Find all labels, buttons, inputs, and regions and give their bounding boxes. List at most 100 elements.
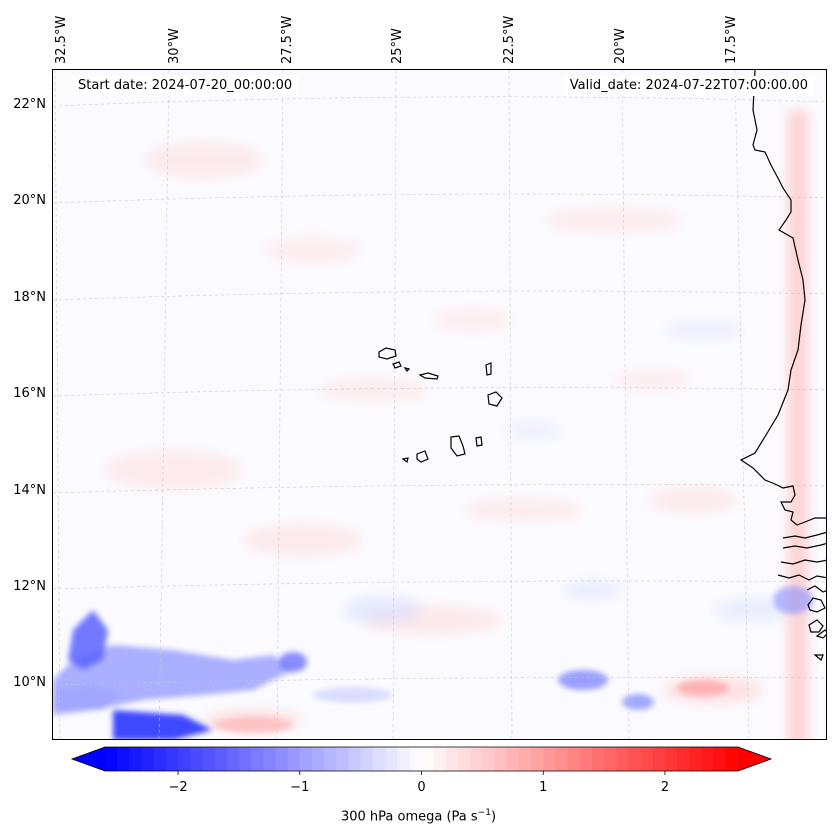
- colorbar-tick-label: 0: [417, 780, 425, 795]
- colorbar-band: [433, 747, 447, 771]
- colorbar-ticks: −2 −1 0 1 2: [168, 771, 669, 795]
- colorbar-tick-label: −1: [290, 780, 309, 795]
- colorbar-band: [445, 747, 459, 771]
- colorbar-band: [689, 747, 703, 771]
- colorbar-band: [263, 747, 277, 771]
- colorbar-band: [275, 747, 289, 771]
- omega-field: [53, 70, 826, 739]
- lon-label: 25°W: [390, 28, 405, 64]
- sao-nicolau-island: [418, 372, 439, 380]
- colorbar-band: [226, 747, 240, 771]
- west-africa-coastline: [739, 70, 826, 661]
- colorbar-band: [458, 747, 471, 771]
- colorbar-band: [238, 747, 252, 771]
- lon-label: 22.5°W: [502, 15, 517, 64]
- colorbar-band: [153, 747, 167, 771]
- colorbar-band: [579, 747, 593, 771]
- colorbar-extend-max: [738, 747, 771, 771]
- colorbar-band: [543, 747, 557, 771]
- colorbar-outline: [70, 746, 773, 772]
- colorbar-band: [384, 747, 398, 771]
- colorbar-band: [348, 747, 362, 771]
- colorbar-label-close: ): [490, 809, 497, 825]
- colorbar-band: [409, 747, 423, 771]
- colorbar-band: [470, 747, 483, 771]
- colorbar-band: [178, 747, 191, 771]
- lat-label: 16°N: [13, 386, 46, 401]
- start-date-label: Start date: 2024-07-20_00:00:00: [72, 76, 299, 96]
- colorbar-band: [664, 747, 678, 771]
- colorbar-band: [214, 747, 228, 771]
- colorbar-band: [616, 747, 630, 771]
- positive-omega-patches: [103, 142, 763, 730]
- colorbar-bands: [72, 747, 771, 771]
- cape-verde-islands: [378, 347, 503, 464]
- colorbar-band: [324, 747, 337, 771]
- lat-label: 20°N: [13, 193, 46, 208]
- colorbar-band: [652, 747, 666, 771]
- map-panel: [52, 69, 827, 740]
- colorbar-band: [287, 747, 301, 771]
- graticule: [53, 70, 826, 739]
- colorbar-band: [640, 747, 654, 771]
- colorbar-band: [190, 747, 203, 771]
- lat-label: 14°N: [13, 483, 46, 498]
- colorbar-band: [531, 747, 544, 771]
- lon-label: 32.5°W: [54, 15, 69, 64]
- colorbar-band: [567, 747, 581, 771]
- colorbar-band: [372, 747, 386, 771]
- fogo-island: [416, 450, 429, 463]
- santo-antao-island: [378, 347, 397, 360]
- colorbar-band: [713, 747, 727, 771]
- colorbar-band: [677, 747, 690, 771]
- valid-date-label: Valid_date: 2024-07-22T07:00:00.00: [563, 76, 814, 96]
- colorbar-band: [506, 747, 520, 771]
- brava-island: [401, 457, 409, 464]
- colorbar-band: [311, 747, 325, 771]
- negative-omega-patches: [343, 320, 793, 624]
- colorbar-band: [397, 747, 410, 771]
- colorbar-band: [299, 747, 313, 771]
- colorbar-band: [165, 747, 179, 771]
- colorbar-extend-min: [72, 747, 105, 771]
- colorbar-band: [518, 747, 532, 771]
- lat-label: 18°N: [13, 290, 46, 305]
- colorbar-tick-label: 2: [661, 780, 669, 795]
- colorbar-label-text: 300 hPa omega (Pa s: [340, 809, 478, 825]
- colorbar-label: 300 hPa omega (Pa s−1): [0, 808, 837, 824]
- colorbar-band: [604, 747, 617, 771]
- colorbar-band: [494, 747, 508, 771]
- lat-label: 12°N: [13, 579, 46, 594]
- colorbar-band: [105, 747, 118, 771]
- colorbar-band: [482, 747, 496, 771]
- lon-label: 20°W: [613, 28, 628, 64]
- colorbar-label-exponent: −1: [477, 808, 491, 818]
- maio-island: [475, 436, 483, 447]
- colorbar-band: [251, 747, 264, 771]
- lon-label: 30°W: [167, 28, 182, 64]
- colorbar-band: [421, 747, 435, 771]
- colorbar-band: [117, 747, 130, 771]
- colorbar-band: [129, 747, 143, 771]
- colorbar-tick-label: 1: [539, 780, 547, 795]
- colorbar-band: [360, 747, 374, 771]
- colorbar-band: [202, 747, 216, 771]
- colorbar: −2 −1 0 1 2: [70, 746, 773, 795]
- santiago-island: [450, 435, 466, 457]
- colorbar-band: [628, 747, 642, 771]
- santa-luzia-island: [403, 367, 411, 372]
- lon-label: 27.5°W: [280, 15, 295, 64]
- sao-vicente-island: [392, 361, 402, 369]
- strong-ascent-region: [53, 586, 813, 739]
- lon-label: 17.5°W: [724, 15, 739, 64]
- lat-label: 10°N: [13, 675, 46, 690]
- colorbar-band: [555, 747, 569, 771]
- colorbar-band: [591, 747, 605, 771]
- colorbar-band: [141, 747, 155, 771]
- colorbar-band: [725, 747, 739, 771]
- colorbar-tick-label: −2: [168, 780, 187, 795]
- boa-vista-island: [487, 391, 503, 407]
- colorbar-band: [336, 747, 350, 771]
- colorbar-band: [701, 747, 715, 771]
- lat-label: 22°N: [13, 97, 46, 112]
